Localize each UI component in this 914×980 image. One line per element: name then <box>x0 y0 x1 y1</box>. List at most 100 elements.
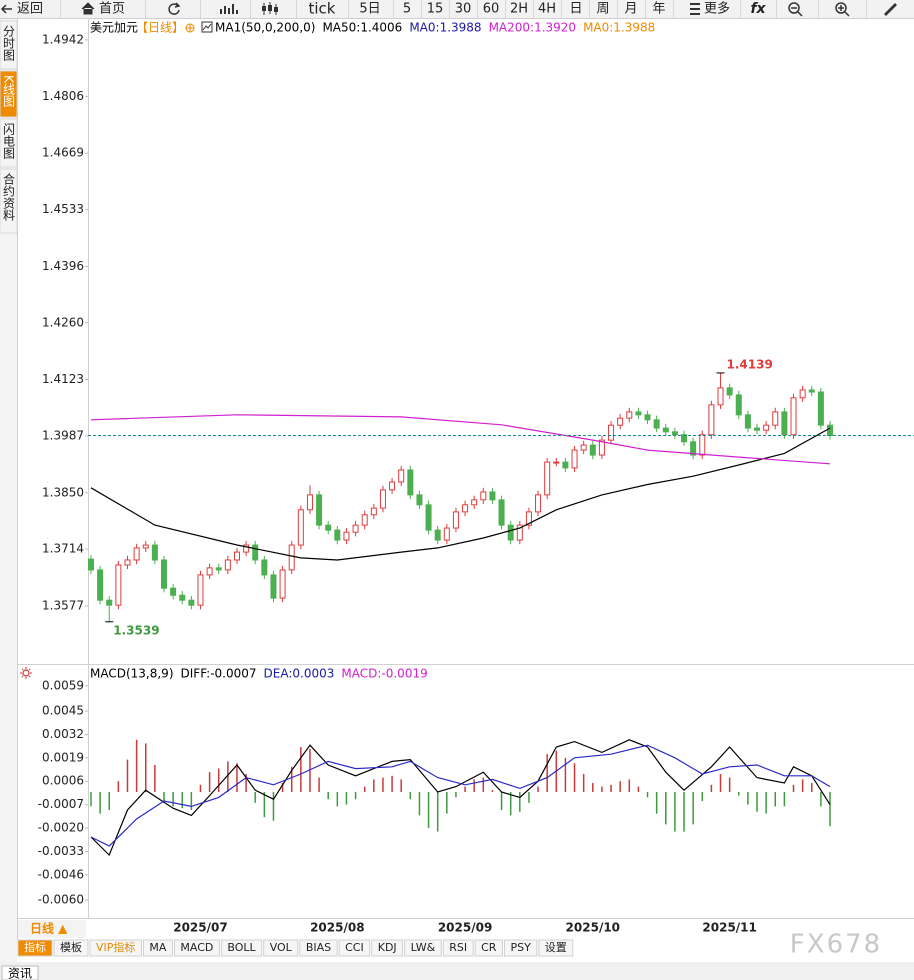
sidebar-tab-label[interactable]: 合约资料 <box>2 172 16 221</box>
chart-icon[interactable] <box>220 4 238 14</box>
y-tick-label: 1.4669 <box>42 146 84 160</box>
indicator-tab-label[interactable]: CR <box>481 941 497 954</box>
legend-item: MACD(13,8,9) <box>90 667 174 681</box>
draw-icon[interactable] <box>884 3 897 16</box>
indicator-tab-label[interactable]: PSY <box>510 941 531 954</box>
legend-item: MA0:1.3988 <box>583 21 655 35</box>
indicator-tab-label[interactable]: 模板 <box>60 940 82 954</box>
indicator-tab-label[interactable]: RSI <box>449 941 467 954</box>
indicator-tab-label[interactable]: LW& <box>411 941 436 954</box>
toolbar-button[interactable]: 日 <box>569 2 582 17</box>
legend-item: MA50:1.4006 <box>322 21 402 35</box>
indicator-tab[interactable] <box>220 939 263 957</box>
indicator-tab[interactable] <box>474 939 503 957</box>
indicator-tab-label[interactable]: 设置 <box>545 941 567 954</box>
indicator-tab-label[interactable]: MA <box>149 941 166 954</box>
menu-icon[interactable] <box>690 3 700 15</box>
footer-label[interactable]: 资讯 <box>8 967 32 980</box>
indicator-tab[interactable] <box>53 939 89 957</box>
candle-body <box>535 494 542 513</box>
y-tick-label: 1.4942 <box>42 32 84 46</box>
sidebar-tab[interactable] <box>0 168 18 234</box>
candle-body <box>88 558 94 571</box>
y-tick-label: 1.3850 <box>42 485 84 499</box>
zoom-in-icon[interactable] <box>835 2 847 14</box>
indicator-tab-label[interactable]: MACD <box>180 941 213 954</box>
candle-body <box>772 411 779 426</box>
settings-icon[interactable] <box>20 667 32 679</box>
indicator-tab-label[interactable]: CCI <box>345 941 364 954</box>
toolbar-button[interactable]: 5 <box>403 2 411 17</box>
candle-body <box>817 391 824 426</box>
candle-body <box>306 494 313 511</box>
sidebar-tab-label[interactable]: K线图 <box>2 75 16 107</box>
indicator-tab-label[interactable]: 指标 <box>24 940 46 954</box>
toolbar-button[interactable]: 2H <box>510 2 528 17</box>
zoom-out-icon[interactable] <box>788 2 800 14</box>
toolbar-button[interactable]: fx <box>750 1 766 17</box>
indicator-tab[interactable] <box>503 939 538 957</box>
indicator-tab-label[interactable]: BOLL <box>227 941 256 954</box>
toolbar-button[interactable]: 周 <box>596 2 609 17</box>
indicator-tab[interactable] <box>173 939 220 957</box>
toolbar-button[interactable]: 30 <box>455 2 472 17</box>
indicator-tab-label[interactable]: VOL <box>270 941 293 954</box>
back-icon[interactable] <box>0 4 12 14</box>
y-tick-label: 1.4806 <box>42 89 84 103</box>
indicator-tab[interactable] <box>299 939 338 957</box>
indicator-tab[interactable] <box>338 939 371 957</box>
candle-body <box>808 389 815 393</box>
indicator-tab-label[interactable]: VIP指标 <box>96 940 135 954</box>
candle-body <box>151 544 158 561</box>
toolbar-button[interactable]: 返回 <box>17 2 43 17</box>
indicator-tab-label[interactable]: BIAS <box>306 941 331 954</box>
toolbar-button[interactable]: 15 <box>427 2 444 17</box>
sidebar-tab[interactable] <box>0 20 18 70</box>
footer-tab[interactable] <box>1 965 39 980</box>
indicator-tab-label[interactable]: KDJ <box>378 941 397 954</box>
candle-body <box>215 567 222 571</box>
y-tick-label: 0.0019 <box>42 750 84 764</box>
legend-item: DEA:0.0003 <box>264 667 335 681</box>
y-tick-label: -0.0060 <box>38 893 84 907</box>
high-annotation: 1.4139 <box>727 357 773 371</box>
toolbar-button[interactable]: 年 <box>652 2 665 17</box>
candle-body <box>97 569 104 601</box>
sidebar-tab-label[interactable]: 分时图 <box>2 25 16 61</box>
y-tick-label: -0.0007 <box>38 797 84 811</box>
legend-item: MACD:-0.0019 <box>341 667 427 681</box>
period-selector[interactable]: 日线 ▲ <box>30 921 68 936</box>
indicator-tab[interactable] <box>89 939 142 957</box>
home-icon[interactable] <box>81 2 95 15</box>
y-tick-label: 1.4533 <box>42 202 84 216</box>
toolbar-button[interactable]: 更多 <box>704 1 730 17</box>
toolbar-button[interactable]: tick <box>309 0 336 18</box>
indicator-tab[interactable] <box>404 939 442 957</box>
y-tick-label: 0.0059 <box>42 678 84 692</box>
indicator-tab[interactable] <box>538 939 574 957</box>
candle-body <box>462 504 469 513</box>
sidebar-tab[interactable] <box>0 70 18 118</box>
indicator-tab[interactable] <box>263 939 299 957</box>
toolbar-button[interactable]: 月 <box>624 2 637 17</box>
toolbar-button[interactable]: 60 <box>483 2 500 17</box>
toolbar-button[interactable]: 5日 <box>359 2 380 17</box>
refresh-icon[interactable] <box>168 2 181 15</box>
series-line <box>90 414 831 465</box>
toolbar-button[interactable]: 4H <box>538 2 556 17</box>
period-selector-bg[interactable] <box>18 920 86 938</box>
toolbar-button[interactable]: 首页 <box>99 2 125 17</box>
indicator-tab[interactable] <box>442 939 474 957</box>
candle-body <box>160 559 167 589</box>
candle-body <box>790 397 797 436</box>
sidebar-tab[interactable] <box>0 118 18 168</box>
indicator-tab[interactable] <box>17 939 53 957</box>
indicator-tab[interactable] <box>142 939 173 957</box>
indicator-icon[interactable] <box>201 21 213 33</box>
sidebar-tab-label[interactable]: 闪电图 <box>2 123 16 159</box>
candle-body <box>434 529 441 541</box>
candle-body <box>407 469 414 496</box>
indicator-icon-part <box>202 23 212 31</box>
indicator-tab[interactable] <box>371 939 404 957</box>
